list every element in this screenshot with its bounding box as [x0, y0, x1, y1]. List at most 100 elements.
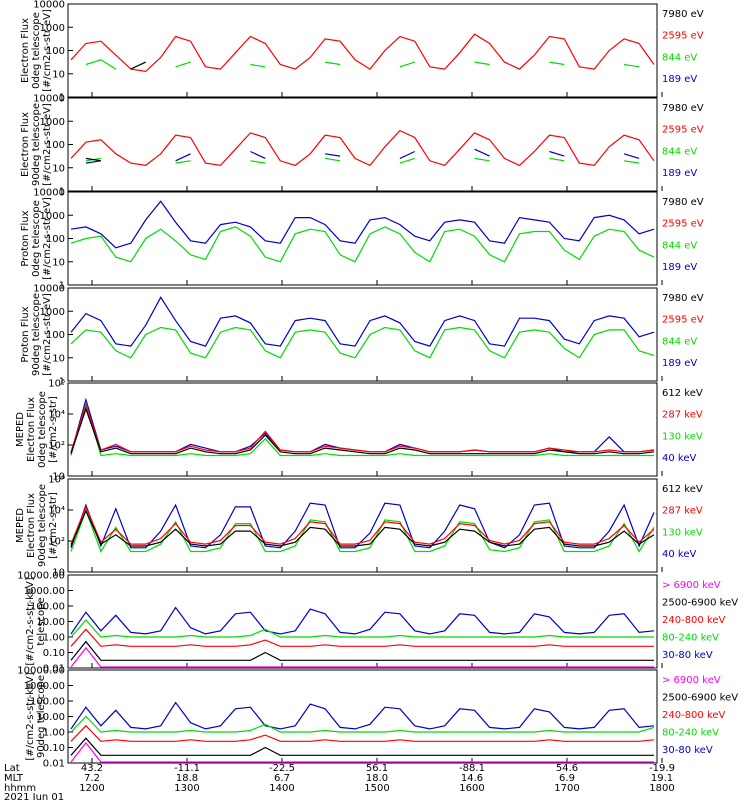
plot-frame	[67, 669, 658, 764]
y-tick-label: 0.01	[43, 664, 65, 675]
y-axis-label-line: telescope	[36, 597, 47, 645]
y-axis-label-line: [#/cm2-s-str-keV]	[25, 577, 36, 665]
series-trace	[85, 148, 640, 164]
y-tick-label: 1	[59, 187, 65, 198]
y-tick-label: 1	[59, 93, 65, 104]
y-tick-label: 10	[52, 257, 65, 268]
series-trace	[70, 701, 655, 730]
y-axis-label-line: 90deg telescope	[37, 484, 48, 567]
x-tick-label: 18.8	[176, 773, 198, 784]
legend-entry: 189 eV	[662, 168, 697, 179]
legend-entry: 30-80 keV	[662, 650, 713, 661]
legend-entry: > 6900 keV	[662, 580, 721, 591]
y-axis-label-line: Proton Flux	[20, 306, 31, 362]
legend-entry: 7980 eV	[662, 197, 704, 208]
y-tick-label: 10⁶	[48, 475, 65, 486]
legend-entry: 2595 eV	[662, 315, 704, 326]
x-tick-label: 1500	[364, 783, 389, 794]
y-tick-label: 1.00	[43, 728, 65, 739]
x-tick-label: 43.2	[81, 763, 103, 774]
series-trace	[85, 157, 101, 162]
y-axis-label-line: [#/cm2-s-str-eV]	[42, 293, 53, 376]
plot-frame	[67, 382, 658, 477]
x-tick-label: -19.9	[649, 763, 675, 774]
x-tick-label: 1800	[649, 783, 674, 794]
x-tick-label: 7.2	[84, 773, 100, 784]
y-axis-label: Proton Flux90deg telescope[#/cm2-s-str-e…	[20, 293, 53, 376]
legend-entry: 240-800 keV	[662, 615, 726, 626]
y-axis-label-line: 0deg telescope	[31, 12, 42, 89]
y-tick-label: 1000.00	[24, 586, 65, 597]
y-tick-label: 10000.00	[17, 571, 65, 582]
y-tick-label: 10000.00	[17, 666, 65, 677]
y-axis-label-line: [#/cm2-s-str-eV]	[42, 9, 53, 92]
y-tick-label: 10	[52, 472, 65, 483]
series-trace	[70, 397, 655, 454]
series-trace	[70, 226, 655, 263]
legend-entry: 30-80 keV	[662, 745, 713, 756]
y-tick-label: 10.00	[36, 712, 65, 723]
y-tick-label: 0.10	[43, 743, 65, 754]
y-tick-label: 10000	[33, 94, 65, 105]
y-tick-label: 0.10	[43, 648, 65, 659]
y-axis-label: [#/cm2-s-str-keV]90deg telescope	[25, 672, 47, 760]
legend-entry: 612 keV	[662, 484, 703, 495]
y-tick-label: 1	[59, 377, 65, 388]
y-axis-label-line: [#/cm2-s-str-eV]	[42, 197, 53, 280]
series-trace	[70, 724, 655, 742]
y-axis-label: Proton Flux0deg telescope[#/cm2-s-str-eV…	[20, 197, 53, 280]
x-tick-label: 14.6	[461, 773, 483, 784]
y-tick-label: 10²	[48, 537, 65, 548]
y-axis-label-line: Proton Flux	[20, 210, 31, 266]
series-trace	[70, 200, 655, 249]
series-trace	[70, 646, 654, 668]
series-trace	[70, 715, 655, 733]
y-tick-label: 100.00	[30, 697, 65, 708]
series-trace	[70, 407, 655, 455]
legend-entry: 612 keV	[662, 388, 703, 399]
series-trace	[70, 505, 655, 545]
legend-entry: 844 eV	[662, 146, 697, 157]
series-trace	[70, 33, 655, 73]
x-tick-label: 1700	[554, 783, 579, 794]
y-axis-label-line: 90deg telescope	[36, 675, 47, 758]
y-axis-label-line: MEPED	[15, 412, 26, 447]
series-trace	[70, 296, 655, 347]
x-tick-label: 18.0	[366, 773, 388, 784]
legend-entry: 130 keV	[662, 527, 703, 538]
plot-frame	[67, 574, 658, 669]
y-tick-label: 1000	[40, 211, 65, 222]
y-tick-label: 10⁴	[48, 410, 65, 421]
y-axis-label: [#/cm2-s-str-keV]telescope	[25, 577, 47, 665]
series-trace	[70, 606, 655, 635]
series-trace	[70, 737, 654, 756]
y-tick-label: 10000	[33, 0, 65, 11]
y-axis-label-line: Electron Flux	[26, 397, 37, 462]
y-tick-label: 1000	[40, 307, 65, 318]
y-axis-label-line: Electron Flux	[20, 18, 31, 83]
legend-entry: 844 eV	[662, 336, 697, 347]
y-axis-label-line: 90deg telescope	[31, 293, 42, 376]
series-trace	[70, 502, 655, 549]
x-tick-label: -11.1	[174, 763, 200, 774]
legend-entry: 2595 eV	[662, 31, 704, 42]
legend-entry: 80-240 keV	[662, 728, 719, 739]
y-tick-label: 10	[52, 568, 65, 579]
series-trace	[70, 326, 655, 359]
series-trace	[70, 403, 655, 453]
x-tick-label: 54.6	[556, 763, 578, 774]
y-tick-label: 10000	[33, 284, 65, 295]
series-trace	[70, 129, 655, 167]
legend-entry: 80-240 keV	[662, 633, 719, 644]
legend-entry: 7980 eV	[662, 293, 704, 304]
legend-entry: 240-800 keV	[662, 710, 726, 721]
x-tick-label: 1600	[459, 783, 484, 794]
series-trace	[85, 59, 640, 70]
x-tick-label: 6.7	[274, 773, 290, 784]
